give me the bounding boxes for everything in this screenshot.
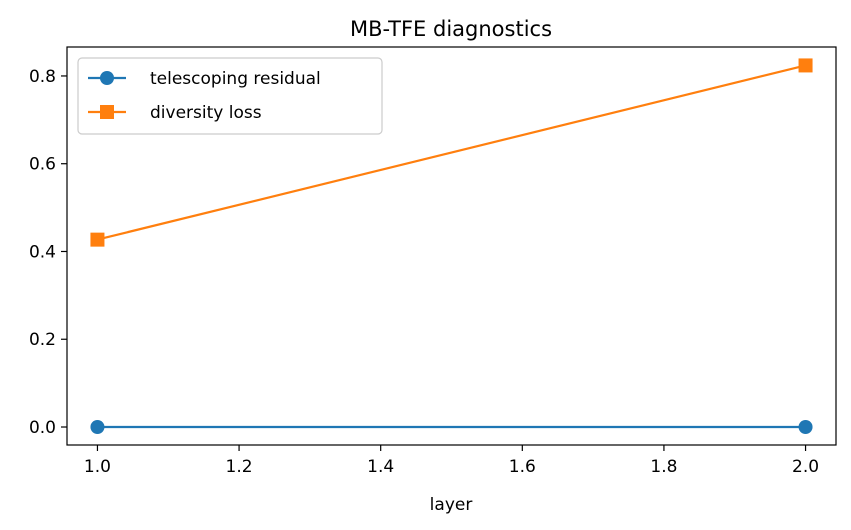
y-tick-label: 0.8 xyxy=(29,67,56,87)
chart-title: MB-TFE diagnostics xyxy=(350,17,552,41)
x-tick-label: 2.0 xyxy=(792,457,819,477)
y-tick-label: 0.2 xyxy=(29,330,56,350)
y-tick-label: 0.6 xyxy=(29,155,56,175)
legend-marker xyxy=(100,105,114,119)
series-line-1 xyxy=(97,64,806,241)
legend-marker xyxy=(100,71,114,85)
legend: telescoping residual diversity loss xyxy=(77,57,383,135)
plot-area xyxy=(90,58,813,435)
legend-label: diversity loss xyxy=(150,103,262,123)
x-tick-label: 1.8 xyxy=(650,457,677,477)
x-tick-label: 1.0 xyxy=(84,457,111,477)
y-tick-label: 0.0 xyxy=(29,418,56,438)
legend-box xyxy=(77,57,383,135)
legend-label: telescoping residual xyxy=(150,69,321,89)
x-tick-label: 1.6 xyxy=(509,457,536,477)
plot-frame xyxy=(66,46,837,446)
data-point xyxy=(90,232,105,247)
axes: 1.0 1.2 1.4 1.6 1.8 2.0 0.0 0.2 0.4 0.6 0.8 xyxy=(29,46,837,477)
data-point xyxy=(90,420,105,435)
x-axis-label: layer xyxy=(430,495,473,515)
data-point xyxy=(798,58,813,73)
x-tick-label: 1.4 xyxy=(367,457,394,477)
data-point xyxy=(798,420,813,435)
x-tick-label: 1.2 xyxy=(226,457,253,477)
y-tick-label: 0.4 xyxy=(29,242,56,262)
